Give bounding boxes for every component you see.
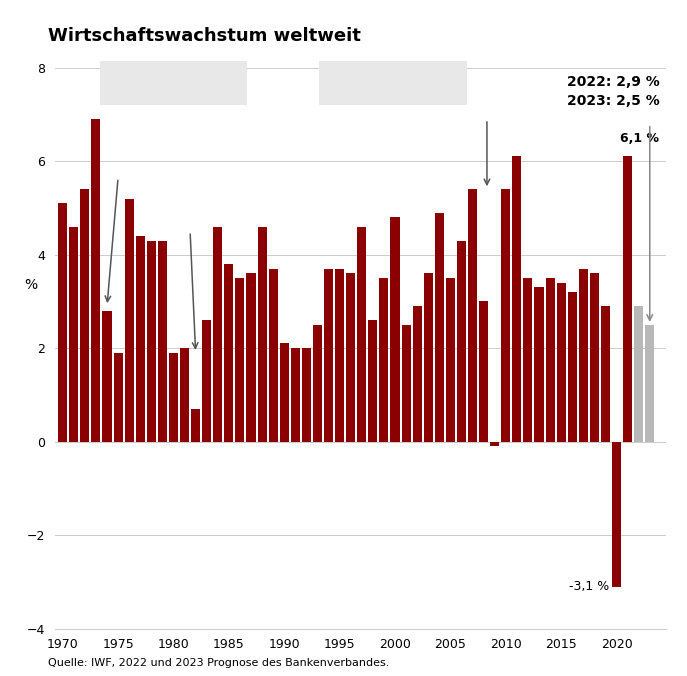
Bar bbox=[645, 324, 654, 441]
Bar bbox=[390, 217, 400, 441]
Bar bbox=[191, 409, 200, 441]
Bar bbox=[413, 306, 422, 441]
Bar bbox=[513, 156, 521, 441]
Bar bbox=[113, 353, 123, 441]
Bar bbox=[368, 320, 377, 441]
Text: Finanzmarktkrise: Finanzmarktkrise bbox=[340, 76, 447, 89]
Bar bbox=[124, 199, 134, 441]
Bar bbox=[69, 226, 78, 441]
Bar bbox=[236, 278, 245, 441]
Bar bbox=[225, 264, 234, 441]
Bar bbox=[601, 306, 610, 441]
Bar bbox=[545, 278, 554, 441]
Bar bbox=[147, 241, 156, 441]
Y-axis label: %: % bbox=[24, 278, 37, 292]
Bar bbox=[623, 156, 632, 441]
Bar bbox=[258, 226, 267, 441]
Bar bbox=[634, 306, 643, 441]
Bar bbox=[523, 278, 532, 441]
Bar bbox=[435, 212, 444, 441]
Bar bbox=[479, 301, 488, 441]
Bar bbox=[567, 292, 577, 441]
Text: Ölpreisschock: Ölpreisschock bbox=[130, 76, 217, 90]
Bar bbox=[302, 348, 311, 441]
Bar bbox=[91, 119, 100, 441]
Text: 2022: 2,9 %
2023: 2,5 %: 2022: 2,9 % 2023: 2,5 % bbox=[567, 74, 660, 108]
Bar bbox=[490, 441, 499, 446]
Text: -3,1 %: -3,1 % bbox=[569, 580, 609, 593]
Bar bbox=[169, 353, 178, 441]
Text: 6,1 %: 6,1 % bbox=[620, 132, 659, 145]
Bar bbox=[446, 278, 455, 441]
Bar bbox=[357, 226, 366, 441]
Bar bbox=[313, 324, 322, 441]
Bar bbox=[612, 441, 621, 587]
Bar bbox=[291, 348, 300, 441]
Bar bbox=[136, 236, 145, 441]
Bar bbox=[180, 348, 189, 441]
Bar bbox=[335, 268, 344, 441]
Bar bbox=[158, 241, 167, 441]
Bar bbox=[80, 189, 89, 441]
Bar bbox=[58, 203, 67, 441]
Bar bbox=[280, 343, 289, 441]
Bar bbox=[502, 189, 510, 441]
Text: Wirtschaftswachstum weltweit: Wirtschaftswachstum weltweit bbox=[48, 27, 361, 45]
Bar bbox=[424, 273, 433, 441]
Bar bbox=[534, 287, 543, 441]
Bar bbox=[457, 241, 466, 441]
Bar bbox=[379, 278, 388, 441]
Bar bbox=[247, 273, 256, 441]
Bar bbox=[269, 268, 278, 441]
Bar bbox=[590, 273, 599, 441]
Bar bbox=[556, 283, 565, 441]
Bar bbox=[346, 273, 355, 441]
Bar bbox=[213, 226, 223, 441]
Bar bbox=[324, 268, 333, 441]
Bar bbox=[578, 268, 588, 441]
Text: Quelle: IWF, 2022 und 2023 Prognose des Bankenverbandes.: Quelle: IWF, 2022 und 2023 Prognose des … bbox=[48, 658, 390, 668]
Bar bbox=[401, 324, 411, 441]
Bar bbox=[202, 320, 211, 441]
Bar bbox=[468, 189, 477, 441]
Bar bbox=[102, 311, 111, 441]
